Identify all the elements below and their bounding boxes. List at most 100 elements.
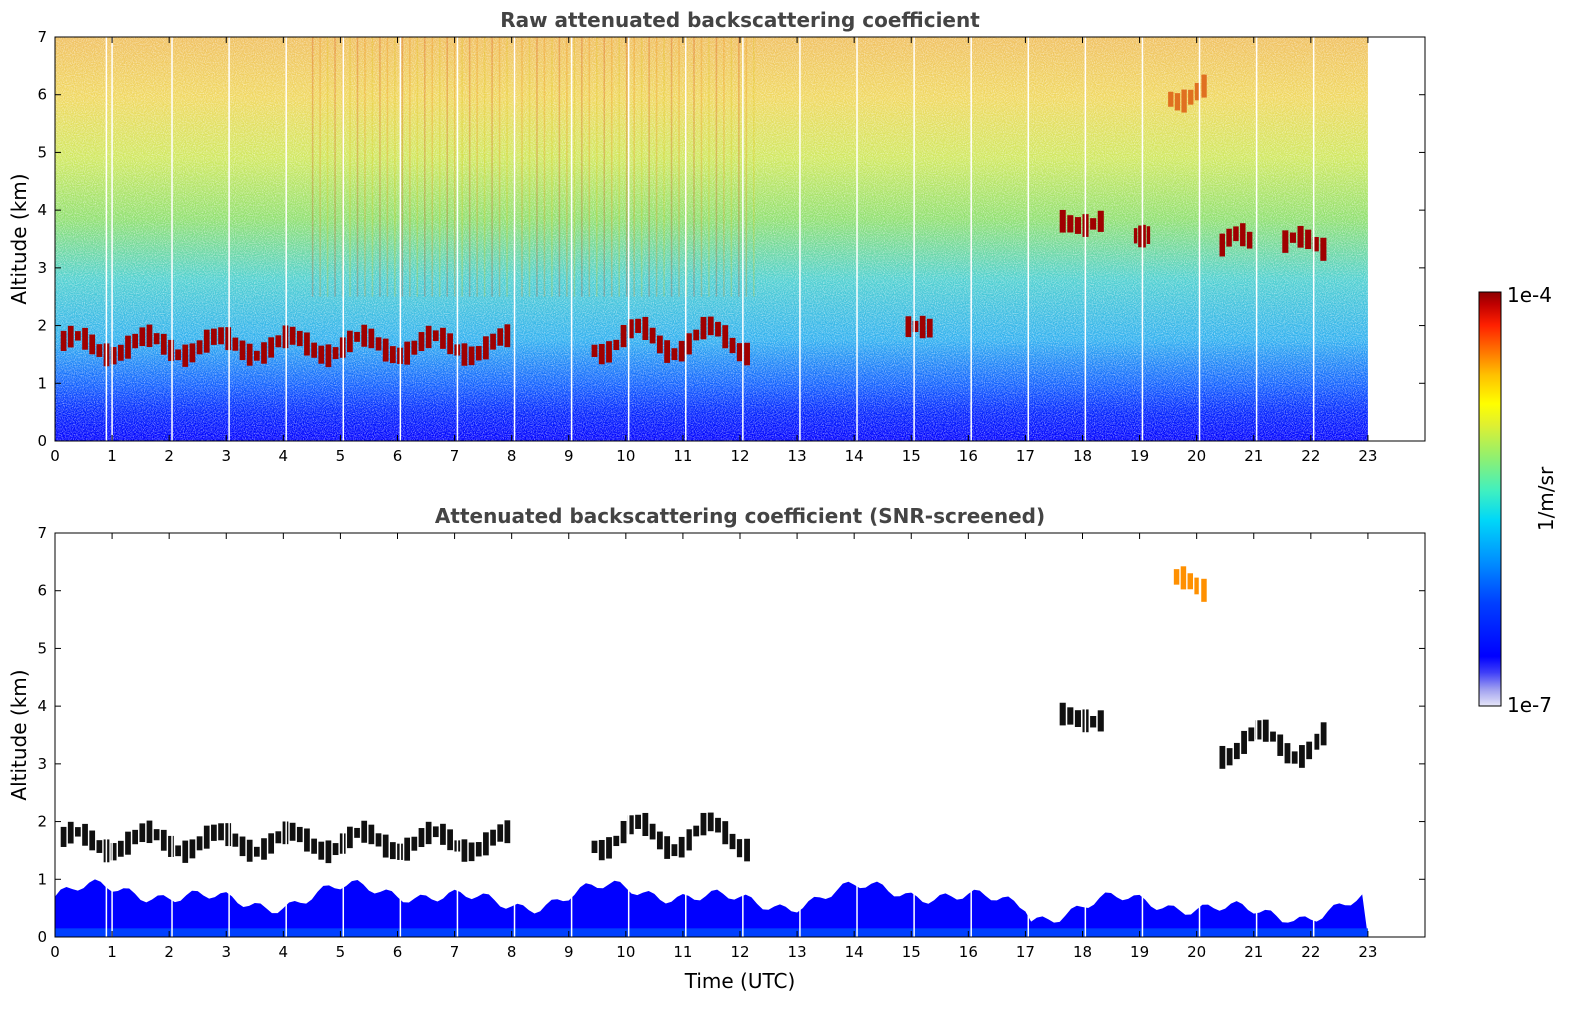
raw-cloud-segment (483, 336, 489, 360)
raw-cloud-segment (468, 346, 475, 366)
raw-streak (364, 37, 366, 297)
snr-cloud-segment (1173, 569, 1180, 585)
snr-y-tick-label: 2 (37, 813, 47, 831)
raw-y-axis-label: Altitude (km) (7, 173, 31, 304)
raw-streak (536, 37, 538, 297)
snr-cloud-segment (389, 842, 396, 860)
raw-cloud-segment (715, 321, 721, 337)
raw-cloud-segment (1059, 209, 1066, 233)
raw-cloud-segment (606, 341, 612, 363)
colorbar-min-label: 1e-7 (1507, 693, 1552, 717)
colorbar-max-label: 1e-4 (1507, 283, 1552, 307)
snr-cloud-segment (613, 835, 620, 847)
raw-cloud-segment (447, 333, 453, 355)
raw-streak (581, 37, 583, 297)
raw-cloud-segment (289, 326, 296, 345)
snr-x-tick-label: 17 (1016, 943, 1035, 961)
snr-x-tick-label: 23 (1358, 943, 1377, 961)
snr-y-tick-label: 4 (37, 697, 47, 715)
raw-cloud-segment (1142, 224, 1146, 248)
raw-cloud-segment (1181, 89, 1187, 113)
raw-x-tick-label: 10 (616, 447, 635, 465)
snr-x-tick-label: 22 (1301, 943, 1320, 961)
colorbar: 1e-4 1e-7 1/m/sr (1478, 283, 1558, 717)
snr-x-tick-label: 20 (1187, 943, 1206, 961)
snr-cloud-segment (642, 812, 649, 837)
snr-x-tick-label: 14 (845, 943, 864, 961)
raw-x-tick-label: 2 (164, 447, 174, 465)
raw-cloud-segment (304, 332, 310, 356)
raw-cloud-segment (461, 343, 468, 366)
raw-streak (648, 37, 650, 297)
raw-streak (431, 37, 434, 297)
snr-cloud-segment (1291, 751, 1298, 764)
colorbar-unit-label: 1/m/sr (1534, 466, 1558, 531)
raw-cloud-segment (1133, 228, 1138, 244)
snr-cloud-segment (261, 838, 267, 860)
snr-cloud-segment (82, 823, 88, 846)
raw-cloud-segment (1320, 237, 1327, 261)
raw-cloud-segment (598, 343, 605, 365)
raw-cloud-segment (225, 327, 232, 351)
raw-cloud-segment (1174, 93, 1181, 111)
raw-cloud-segment (275, 335, 282, 348)
snr-cloud-segment (218, 823, 224, 841)
snr-cloud-segment (361, 820, 368, 843)
raw-cloud-segment (361, 324, 368, 347)
raw-cloud-segment (1097, 210, 1104, 232)
raw-streak (461, 37, 463, 297)
raw-heatmap-area (55, 37, 1368, 441)
raw-cloud-segment (627, 319, 634, 339)
snr-cloud-segment (707, 812, 714, 832)
raw-x-tick-label: 18 (1073, 447, 1092, 465)
snr-cloud-segment (635, 814, 641, 829)
raw-streak (618, 37, 620, 297)
raw-cloud-segment (744, 342, 750, 366)
snr-cloud-segment (1248, 727, 1255, 742)
raw-cloud-segment (389, 346, 396, 364)
snr-cloud-segment (497, 824, 504, 842)
raw-x-tick-label: 14 (845, 447, 864, 465)
snr-cloud-segment (146, 820, 153, 844)
snr-x-tick-label: 13 (788, 943, 807, 961)
snr-cloud-segment (1313, 733, 1320, 750)
raw-streak (326, 37, 329, 297)
raw-cloud-segment (1146, 226, 1151, 244)
snr-cloud-segment (504, 820, 511, 844)
raw-cloud-segment (311, 342, 317, 358)
snr-cloud-segment (246, 839, 253, 862)
raw-cloud-segment (239, 340, 246, 361)
raw-x-tick-label: 17 (1016, 447, 1035, 465)
snr-cloud-segment (153, 829, 160, 841)
raw-streak (371, 37, 374, 297)
snr-cloud-segment (411, 836, 418, 851)
snr-cloud-segment (475, 842, 482, 857)
snr-cloud-segment (253, 846, 260, 857)
raw-streak (521, 37, 523, 297)
snr-cloud-segment (418, 828, 425, 848)
raw-cloud-segment (160, 333, 167, 355)
raw-streak (379, 37, 381, 297)
raw-cloud-segment (382, 338, 389, 362)
raw-cloud-segment (1289, 232, 1296, 243)
snr-cloud-segment (693, 825, 700, 837)
snr-heatmap-area (55, 533, 1368, 937)
snr-cloud-segment (275, 831, 282, 844)
raw-streak (723, 37, 725, 297)
snr-cloud-segment (1201, 578, 1207, 602)
raw-streak (753, 37, 755, 297)
snr-cloud-segment (96, 840, 103, 853)
snr-x-tick-label: 0 (50, 943, 60, 961)
raw-cloud-segment (504, 324, 511, 348)
raw-streak (528, 37, 531, 297)
raw-axes: 0 1 2 3 4 5 6 7 8 9 10 11 12 13 14 15 16 17 18 19 20 21 22 2301… (37, 28, 1425, 465)
snr-cloud-segment (225, 823, 232, 847)
snr-cloud-segment (232, 833, 239, 847)
raw-y-tick-label: 7 (37, 28, 47, 46)
snr-cloud-segment (678, 836, 685, 858)
snr-cloud-segment (1219, 745, 1226, 769)
raw-streak (633, 37, 635, 297)
raw-streak (551, 37, 553, 297)
raw-streak (566, 37, 568, 297)
raw-streak (386, 37, 389, 297)
